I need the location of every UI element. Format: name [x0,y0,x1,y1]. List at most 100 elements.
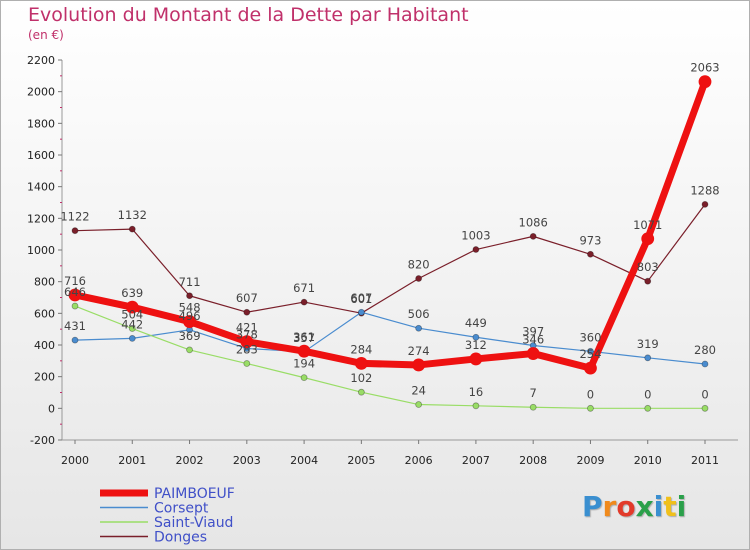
data-point-corsept [415,324,423,332]
data-label-corsept: 397 [522,324,544,338]
data-point-paimboeuf [183,315,196,328]
data-point-paimboeuf [469,352,483,366]
x-tick-label: 2006 [405,454,433,467]
data-point-saint-viaud [529,403,537,411]
data-point-donges [300,298,308,306]
data-point-saint-viaud [71,302,79,310]
data-point-saint-viaud [472,402,480,410]
data-label-corsept: 319 [637,337,659,351]
data-point-paimboeuf [584,361,597,375]
proxiti-logo: Proxiti [582,490,687,523]
data-point-saint-viaud [300,374,308,382]
data-label-paimboeuf: 548 [179,301,201,315]
data-point-saint-viaud [243,360,251,367]
data-label-saint-viaud: 16 [469,385,484,399]
x-tick-label: 2007 [462,454,490,467]
data-label-paimboeuf: 639 [121,286,143,300]
legend-label-saint-viaud: Saint-Viaud [154,515,233,531]
y-tick-label: 1600 [27,149,55,162]
y-tick-label: 800 [34,276,55,289]
data-point-corsept [587,347,594,355]
data-point-paimboeuf [641,232,655,246]
data-label-corsept: 280 [694,343,716,357]
data-label-donges: 803 [637,260,659,274]
data-label-corsept: 607 [350,291,372,305]
data-point-corsept [701,360,709,368]
chart-unit: (en €) [28,28,64,42]
data-label-corsept: 506 [408,307,430,321]
data-point-paimboeuf [240,335,254,349]
x-tick-label: 2008 [519,454,547,467]
data-label-paimboeuf: 284 [350,342,372,356]
x-tick-label: 2005 [347,454,375,467]
y-tick-label: 200 [34,371,55,384]
data-label-corsept: 378 [236,327,258,341]
data-point-donges [415,275,423,282]
data-label-corsept: 357 [293,331,315,345]
legend-label-paimboeuf: PAIMBOEUF [154,486,235,502]
x-tick-label: 2002 [176,454,204,467]
data-point-donges [587,250,594,258]
data-label-paimboeuf: 716 [64,274,86,288]
y-tick-label: 2000 [27,86,55,99]
data-label-paimboeuf: 346 [522,333,544,347]
data-label-donges: 1132 [118,208,147,222]
data-label-saint-viaud: 194 [293,357,315,371]
data-label-donges: 1003 [461,229,490,243]
data-point-saint-viaud [701,404,709,412]
data-label-saint-viaud: 646 [64,285,86,299]
data-label-donges: 671 [293,281,315,295]
data-point-paimboeuf [354,356,368,370]
data-label-saint-viaud: 369 [179,329,201,343]
x-tick-label: 2010 [634,454,662,467]
data-point-paimboeuf [125,300,139,314]
data-label-donges: 607 [236,291,258,305]
data-point-paimboeuf [68,288,82,302]
data-point-donges [243,308,251,316]
data-point-saint-viaud [186,346,193,354]
data-label-donges: 711 [179,275,201,289]
data-point-saint-viaud [415,401,423,408]
data-point-donges [186,292,193,300]
y-tick-label: 1800 [27,117,55,130]
data-label-corsept: 449 [465,316,487,330]
data-label-donges: 973 [579,233,601,247]
data-point-corsept [357,308,365,316]
y-tick-label: 600 [34,307,55,320]
y-tick-label: -200 [30,434,55,447]
data-label-saint-viaud: 7 [530,386,537,400]
data-label-paimboeuf: 254 [579,347,601,361]
x-tick-label: 2003 [233,454,261,467]
x-tick-label: 2011 [691,454,719,467]
legend-label-corsept: Corsept [154,501,209,517]
legend-label-donges: Donges [154,530,207,546]
data-point-donges [701,200,709,208]
data-point-saint-viaud [357,388,365,396]
y-tick-label: 1400 [27,181,55,194]
data-label-donges: 820 [408,258,430,272]
data-label-paimboeuf: 421 [236,321,258,335]
y-tick-label: 1200 [27,212,55,225]
series-line-donges [74,204,706,314]
data-label-corsept: 431 [64,319,86,333]
series-line-saint-viaud [74,305,705,409]
y-tick-label: 400 [34,339,55,352]
series-line-paimboeuf [74,80,709,372]
data-label-saint-viaud: 283 [236,343,258,357]
data-point-donges [644,277,652,285]
data-point-saint-viaud [128,325,136,332]
data-label-donges: 1122 [60,210,89,224]
data-label-saint-viaud: 102 [350,371,372,385]
data-label-saint-viaud: 0 [701,387,708,401]
data-label-saint-viaud: 24 [411,384,426,398]
data-point-corsept [71,336,79,344]
data-label-saint-viaud: 504 [121,308,143,322]
data-label-paimboeuf: 312 [465,338,487,352]
data-label-corsept: 360 [579,330,601,344]
data-label-corsept: 442 [121,317,143,331]
data-label-paimboeuf: 1071 [633,218,662,232]
data-label-donges: 1288 [690,183,719,197]
data-point-saint-viaud [587,404,594,412]
